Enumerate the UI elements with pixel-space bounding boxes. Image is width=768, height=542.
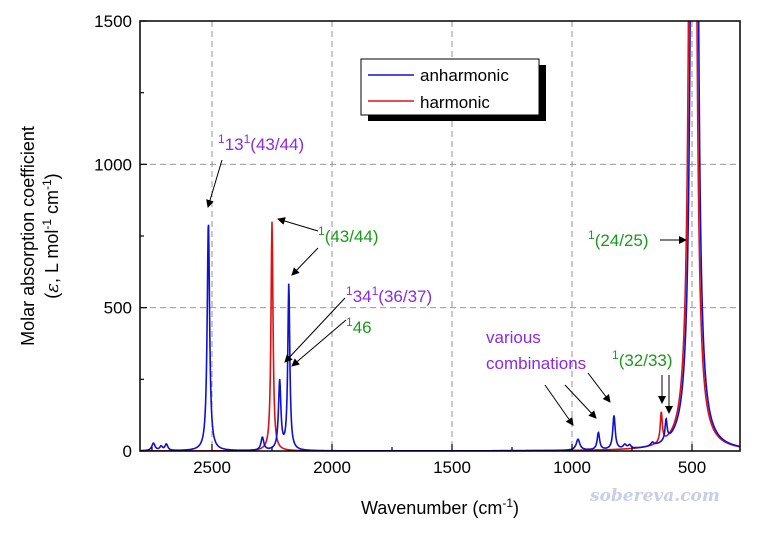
legend: anharmonic harmonic <box>360 58 546 121</box>
arrow-a2b <box>291 247 319 276</box>
annotation-a6: 1(32/33) <box>612 348 673 370</box>
arrow-a4 <box>291 319 347 367</box>
annotation-a1: 1131(43/44) <box>218 132 304 154</box>
watermark: sobereva.com <box>589 486 720 506</box>
x-axis-ticks: 2500 2000 1500 1000 500 <box>151 444 706 477</box>
arrow-a7b <box>564 384 597 419</box>
y-axis-ticks: 0 500 1000 1500 <box>94 12 147 461</box>
annotation-a7-line2: combinations <box>486 354 586 373</box>
annotation-a2: 1(43/44) <box>318 224 379 246</box>
annotation-a5: 1(24/25) <box>588 228 649 250</box>
arrow-a2 <box>277 217 319 232</box>
x-tick-label: 500 <box>678 458 706 477</box>
annotation-a3: 1341(36/37) <box>346 284 432 306</box>
x-tick-label: 1000 <box>553 458 591 477</box>
annotation-a7-line1: various <box>486 328 541 347</box>
x-tick-label: 1500 <box>433 458 471 477</box>
y-tick-label: 1000 <box>94 155 132 174</box>
y-tick-label: 500 <box>104 299 132 318</box>
legend-label-harmonic: harmonic <box>420 93 490 112</box>
grid-lines <box>140 21 740 451</box>
y-tick-label: 0 <box>123 442 132 461</box>
arrow-a1 <box>206 159 223 208</box>
annotations: 1131(43/44) 1(43/44) 1341(36/37) 146 1(2… <box>218 132 673 373</box>
legend-label-anharmonic: anharmonic <box>420 66 509 85</box>
x-axis-title: Wavenumber (cm-1) <box>361 496 519 518</box>
y-tick-label: 1500 <box>94 12 132 31</box>
x-tick-label: 2000 <box>313 458 351 477</box>
x-tick-label: 2500 <box>193 458 231 477</box>
y-axis-title-line2: (ε, L mol-1 cm-1) <box>40 173 63 298</box>
annotation-a4: 146 <box>346 315 372 337</box>
y-axis-title-line1: Molar absorption coefficient <box>18 126 38 346</box>
arrow-a7c <box>587 372 611 403</box>
arrow-a7a <box>544 384 574 426</box>
annotation-arrows <box>206 159 687 426</box>
arrow-a3 <box>284 297 346 363</box>
